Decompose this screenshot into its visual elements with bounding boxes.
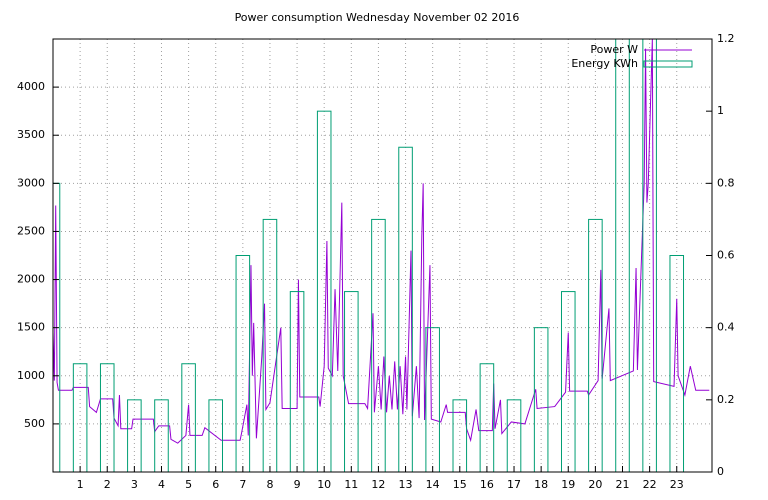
x-tick-label: 7 bbox=[239, 478, 246, 491]
energy-box bbox=[398, 146, 413, 472]
x-tick-label: 9 bbox=[294, 478, 301, 491]
energy-box bbox=[479, 363, 495, 472]
energy-box bbox=[262, 218, 278, 472]
x-tick-label: 15 bbox=[453, 478, 467, 491]
energy-box bbox=[506, 399, 522, 472]
plot-area bbox=[53, 39, 710, 472]
x-tick-label: 13 bbox=[399, 478, 413, 491]
chart-title: Power consumption Wednesday November 02 … bbox=[235, 11, 520, 24]
x-tick-label: 22 bbox=[643, 478, 657, 491]
y-tick-label: 3500 bbox=[17, 128, 45, 141]
x-tick-label: 19 bbox=[561, 478, 575, 491]
x-tick-label: 20 bbox=[588, 478, 602, 491]
x-tick-label: 5 bbox=[185, 478, 192, 491]
energy-box bbox=[181, 363, 196, 472]
energy-box bbox=[669, 255, 685, 472]
y-tick-label: 500 bbox=[24, 417, 45, 430]
y2-tick-label: 1.2 bbox=[717, 32, 735, 45]
energy-box bbox=[208, 399, 223, 472]
x-tick-label: 1 bbox=[77, 478, 84, 491]
x-tick-label: 8 bbox=[266, 478, 273, 491]
x-tick-label: 17 bbox=[507, 478, 521, 491]
energy-box bbox=[127, 399, 142, 472]
y-tick-label: 3000 bbox=[17, 176, 45, 189]
x-tick-label: 11 bbox=[344, 478, 358, 491]
x-tick-label: 2 bbox=[104, 478, 111, 491]
energy-box bbox=[344, 291, 359, 472]
y-tick-label: 1500 bbox=[17, 321, 45, 334]
x-tick-label: 23 bbox=[670, 478, 684, 491]
energy-box bbox=[99, 363, 115, 472]
grid bbox=[53, 39, 712, 472]
energy-box bbox=[371, 218, 386, 472]
y2-tick-label: 0.8 bbox=[717, 176, 735, 189]
y-tick-label: 4000 bbox=[17, 80, 45, 93]
energy-box bbox=[235, 255, 251, 472]
x-tick-label: 6 bbox=[212, 478, 219, 491]
energy-box bbox=[615, 39, 630, 472]
legend-label: Energy KWh bbox=[571, 57, 638, 70]
plot-border bbox=[52, 38, 713, 473]
y2-tick-label: 0.6 bbox=[717, 249, 735, 262]
energy-box bbox=[316, 110, 332, 472]
energy-box bbox=[560, 291, 576, 472]
y2-tick-label: 0 bbox=[717, 465, 724, 478]
x-tick-label: 10 bbox=[317, 478, 331, 491]
y2-tick-label: 0.2 bbox=[717, 393, 735, 406]
x-tick-label: 16 bbox=[480, 478, 494, 491]
y2-tick-label: 1 bbox=[717, 104, 724, 117]
y-tick-label: 1000 bbox=[17, 369, 45, 382]
legend-label: Power W bbox=[590, 43, 638, 56]
x-tick-label: 4 bbox=[158, 478, 165, 491]
y-tick-label: 2500 bbox=[17, 224, 45, 237]
energy-box bbox=[289, 291, 305, 472]
power-line bbox=[53, 39, 710, 444]
x-tick-label: 14 bbox=[426, 478, 440, 491]
y2-tick-label: 0.4 bbox=[717, 321, 735, 334]
x-tick-label: 12 bbox=[371, 478, 385, 491]
x-tick-label: 3 bbox=[131, 478, 138, 491]
energy-box bbox=[154, 399, 169, 472]
energy-box bbox=[588, 218, 603, 472]
y-tick-label: 2000 bbox=[17, 273, 45, 286]
legend-swatch bbox=[643, 60, 693, 68]
x-tick-label: 21 bbox=[616, 478, 630, 491]
energy-box bbox=[452, 399, 468, 472]
energy-box bbox=[72, 363, 88, 472]
x-tick-label: 18 bbox=[534, 478, 548, 491]
